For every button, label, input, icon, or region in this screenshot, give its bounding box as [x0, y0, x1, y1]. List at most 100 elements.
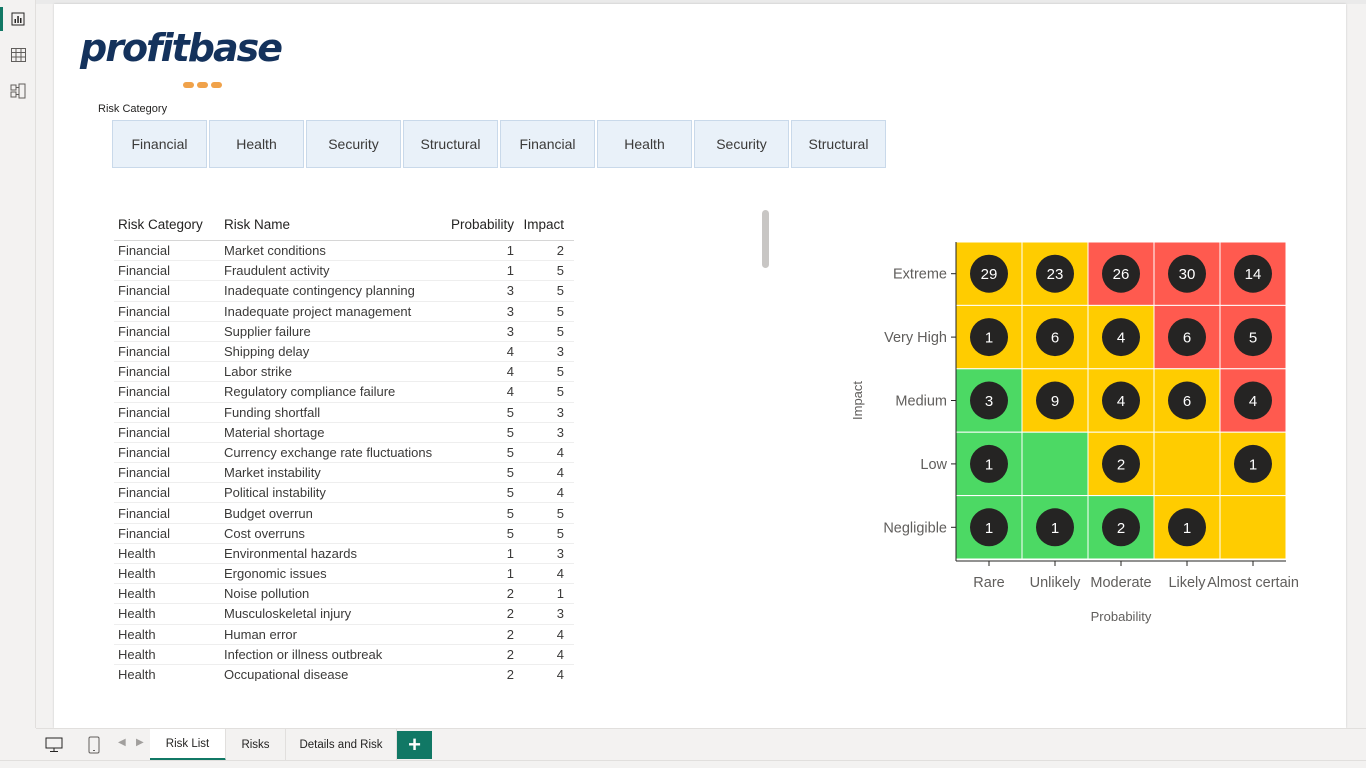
- add-page-button[interactable]: +: [397, 731, 432, 759]
- risk-count-bubble[interactable]: [1102, 318, 1140, 357]
- slicer-title: Risk Category: [98, 103, 168, 115]
- risk-count-bubble[interactable]: [1102, 254, 1140, 293]
- risk-count-bubble[interactable]: [1168, 508, 1206, 547]
- mobile-layout-icon[interactable]: [84, 735, 104, 755]
- risk-count-bubble[interactable]: [970, 508, 1008, 547]
- table-row[interactable]: Financial Inadequate project management 3 5: [114, 302, 574, 322]
- risk-count-label: 1: [985, 456, 993, 473]
- risk-count-bubble[interactable]: [1234, 444, 1272, 483]
- slicer-chip-security[interactable]: Security: [694, 120, 789, 168]
- table-row[interactable]: Financial Regulatory compliance failure 4 5: [114, 382, 574, 403]
- risk-count-bubble[interactable]: [1036, 254, 1074, 293]
- risk-count-bubble[interactable]: [1102, 381, 1140, 420]
- table-row[interactable]: Health Human error 2 4: [114, 625, 574, 645]
- cell-risk-category: Financial: [118, 344, 171, 360]
- risk-count-label: 29: [981, 266, 998, 283]
- cell-risk-name: Musculoskeletal injury: [224, 606, 352, 622]
- column-header-risk-category[interactable]: Risk Category: [118, 217, 203, 232]
- cell-risk-category: Financial: [118, 465, 171, 481]
- table-view-icon[interactable]: [8, 45, 28, 65]
- cell-impact: 3: [556, 545, 564, 561]
- table-row[interactable]: Financial Market instability 5 4: [114, 463, 574, 484]
- table-row[interactable]: Financial Labor strike 4 5: [114, 362, 574, 383]
- slicer-chip-structural[interactable]: Structural: [791, 120, 886, 168]
- table-row[interactable]: Financial Inadequate contingency planning…: [114, 281, 574, 302]
- risk-count-label: 30: [1179, 266, 1196, 283]
- column-header-probability[interactable]: Probability: [450, 217, 514, 232]
- chevron-right-icon[interactable]: ▶: [136, 737, 144, 748]
- risk-count-bubble[interactable]: [1036, 318, 1074, 357]
- x-tick-label: Almost certain: [1207, 575, 1299, 591]
- risk-count-bubble[interactable]: [1168, 254, 1206, 293]
- risk-count-bubble[interactable]: [1102, 508, 1140, 547]
- matrix-cell[interactable]: [1021, 431, 1089, 497]
- model-view-icon[interactable]: [8, 81, 28, 101]
- tab-details-and-risk[interactable]: Details and Risk: [286, 729, 397, 761]
- slicer-chip-health[interactable]: Health: [597, 120, 692, 168]
- cell-risk-category: Financial: [118, 364, 171, 380]
- table-row[interactable]: Financial Budget overrun 5 5: [114, 503, 574, 524]
- matrix-cell[interactable]: [1219, 495, 1287, 560]
- risk-count-bubble[interactable]: [1234, 381, 1272, 420]
- cell-risk-category: Financial: [118, 303, 171, 319]
- slicer-chip-security[interactable]: Security: [306, 120, 401, 168]
- x-tick-label: Likely: [1168, 575, 1206, 591]
- table-row[interactable]: Financial Funding shortfall 5 3: [114, 403, 574, 423]
- table-row[interactable]: Financial Market conditions 1 2: [114, 241, 574, 262]
- slicer-chip-structural[interactable]: Structural: [403, 120, 498, 168]
- table-row[interactable]: Health Musculoskeletal injury 2 3: [114, 604, 574, 625]
- slicer-chip-financial[interactable]: Financial: [500, 120, 595, 168]
- risk-count-bubble[interactable]: [1234, 318, 1272, 357]
- table-row[interactable]: Financial Cost overruns 5 5: [114, 524, 574, 544]
- cell-risk-name: Shipping delay: [224, 344, 310, 360]
- slicer-chip-health[interactable]: Health: [209, 120, 304, 168]
- table-row[interactable]: Financial Currency exchange rate fluctuat…: [114, 443, 574, 464]
- column-header-risk-name[interactable]: Risk Name: [224, 217, 291, 232]
- cell-impact: 2: [556, 243, 564, 259]
- risk-count-bubble[interactable]: [1036, 381, 1074, 420]
- risk-count-bubble[interactable]: [970, 444, 1008, 483]
- cell-probability: 4: [506, 344, 514, 360]
- table-row[interactable]: Financial Shipping delay 4 3: [114, 342, 574, 363]
- desktop-layout-icon[interactable]: [44, 735, 64, 755]
- risk-count-bubble[interactable]: [1036, 508, 1074, 547]
- matrix-cell[interactable]: [1153, 241, 1221, 306]
- matrix-cell[interactable]: [1153, 431, 1221, 497]
- table-row[interactable]: Financial Fraudulent activity 1 5: [114, 261, 574, 282]
- y-tick-label: Extreme: [893, 267, 947, 283]
- table-row[interactable]: Financial Supplier failure 3 5: [114, 322, 574, 342]
- column-header-impact[interactable]: Impact: [523, 217, 564, 232]
- chevron-left-icon[interactable]: ◀: [118, 737, 126, 748]
- tab-risks[interactable]: Risks: [226, 729, 286, 761]
- slicer-chip-financial[interactable]: Financial: [112, 120, 207, 168]
- table-row[interactable]: Health Ergonomic issues 1 4: [114, 564, 574, 585]
- risk-count-bubble[interactable]: [1102, 444, 1140, 483]
- profitbase-logo: profitbase: [80, 26, 283, 88]
- risk-count-label: 6: [1051, 330, 1059, 347]
- tab-risk-list[interactable]: Risk List: [150, 729, 226, 761]
- cell-probability: 2: [506, 667, 514, 681]
- cell-risk-category: Financial: [118, 525, 171, 541]
- cell-impact: 4: [556, 566, 564, 582]
- risk-count-bubble[interactable]: [1168, 318, 1206, 357]
- table-row[interactable]: Health Infection or illness outbreak 2 4: [114, 645, 574, 665]
- table-row[interactable]: Financial Material shortage 5 3: [114, 423, 574, 443]
- table-row[interactable]: Health Noise pollution 2 1: [114, 584, 574, 605]
- y-tick-label: Medium: [895, 394, 947, 410]
- cell-risk-name: Occupational disease: [224, 667, 349, 681]
- risk-count-bubble[interactable]: [1234, 254, 1272, 293]
- cell-probability: 4: [506, 384, 514, 400]
- cell-impact: 4: [556, 667, 564, 681]
- risk-count-bubble[interactable]: [970, 318, 1008, 357]
- table-row[interactable]: Financial Political instability 5 4: [114, 483, 574, 504]
- table-scrollbar[interactable]: [762, 210, 769, 268]
- risk-count-bubble[interactable]: [1168, 381, 1206, 420]
- risk-count-bubble[interactable]: [970, 381, 1008, 420]
- cell-probability: 1: [506, 566, 514, 582]
- cell-risk-name: Environmental hazards: [224, 545, 357, 561]
- report-view-icon[interactable]: [0, 7, 28, 31]
- cell-risk-category: Health: [118, 626, 156, 642]
- table-row[interactable]: Health Occupational disease 2 4: [114, 665, 574, 681]
- risk-count-bubble[interactable]: [970, 254, 1008, 293]
- table-row[interactable]: Health Environmental hazards 1 3: [114, 544, 574, 564]
